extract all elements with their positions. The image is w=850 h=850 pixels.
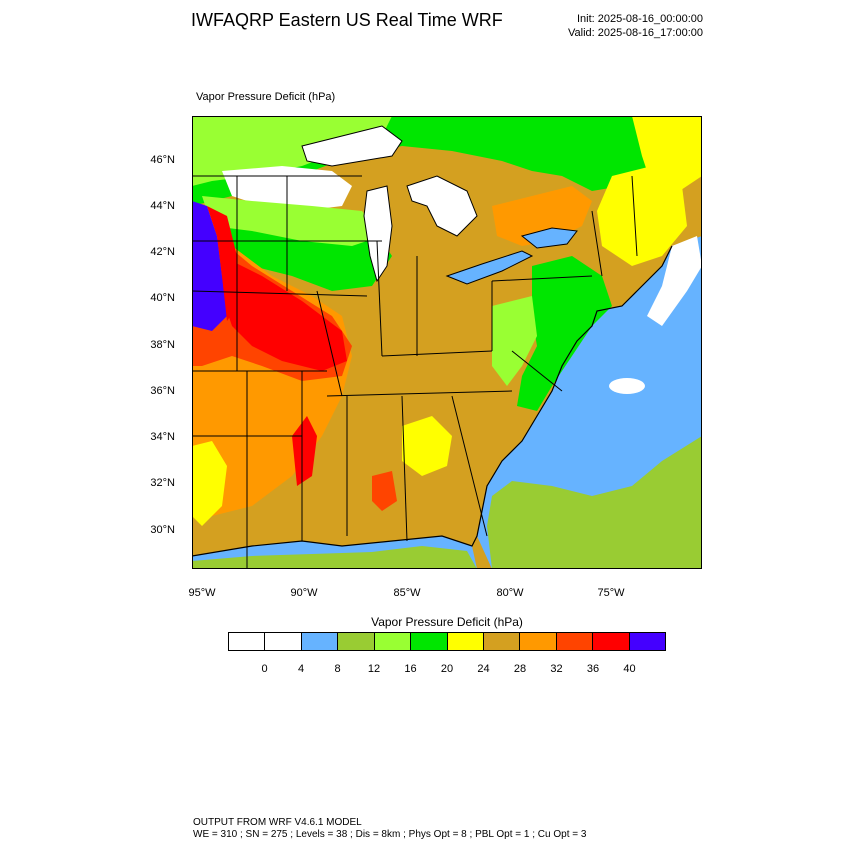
lon-tick-95: 95°W: [188, 587, 216, 599]
colorbar-box-2: [301, 633, 339, 650]
lat-tick-36: 36°N: [150, 385, 175, 397]
init-time: Init: 2025-08-16_00:00:00: [577, 13, 703, 25]
map-border: [192, 116, 702, 569]
footer-config: WE = 310 ; SN = 275 ; Levels = 38 ; Dis …: [193, 829, 587, 840]
colorbar-box-0: [229, 633, 266, 650]
lat-tick-32: 32°N: [150, 477, 175, 489]
south-yellow: [402, 416, 452, 476]
colorbar-box-11: [629, 633, 666, 650]
lake-huron: [406, 175, 478, 237]
colorbar-box-9: [556, 633, 594, 650]
valid-time: Valid: 2025-08-16_17:00:00: [568, 27, 703, 39]
colorbar-box-7: [483, 633, 521, 650]
lat-tick-42: 42°N: [150, 246, 175, 258]
state-boundaries: [192, 175, 638, 569]
lon-tick-80: 80°W: [496, 587, 524, 599]
lat-tick-30: 30°N: [150, 524, 175, 536]
lat-tick-40: 40°N: [150, 292, 175, 304]
lat-tick-38: 38°N: [150, 339, 175, 351]
map-panel: [192, 116, 702, 569]
colorbar-label-5: 20: [440, 663, 454, 675]
purple-patch: [192, 201, 227, 331]
gulf-green: [192, 546, 477, 569]
colorbar-label-10: 40: [623, 663, 636, 675]
plot-title: IWFAQRP Eastern US Real Time WRF: [191, 10, 503, 30]
lake-ontario: [520, 227, 578, 249]
plains-red: [222, 256, 347, 371]
colorbar-label-8: 32: [550, 663, 563, 675]
coastline: [192, 245, 673, 557]
colorbar-label-2: 8: [334, 663, 341, 675]
lon-tick-85: 85°W: [393, 587, 421, 599]
colorbar-box-8: [520, 633, 557, 650]
lon-tick-90: 90°W: [290, 587, 318, 599]
colorbar-label-9: 36: [586, 663, 600, 675]
northeast-yellow: [597, 166, 687, 266]
ms-valley-red: [292, 416, 317, 486]
ocean-shelf-green: [487, 436, 702, 569]
ocean-white-blob: [609, 378, 645, 394]
lake-michigan: [363, 185, 393, 283]
colorbar-box-6: [447, 633, 484, 650]
colorbar: [228, 632, 666, 651]
canada-light-green: [192, 116, 392, 186]
lat-tick-46: 46°N: [150, 154, 175, 166]
colorbar-label-7: 28: [513, 663, 527, 675]
eastern-light-green: [492, 296, 537, 386]
colorbar-box-4: [374, 633, 412, 650]
colorbar-box-3: [338, 633, 375, 650]
lat-tick-34: 34°N: [150, 431, 175, 443]
colorbar-label-4: 16: [404, 663, 417, 675]
south-yellow-2: [192, 441, 227, 526]
colorbar-title: Vapor Pressure Deficit (hPa): [371, 615, 523, 629]
lake-erie: [445, 250, 534, 285]
colorbar-label-0: 0: [261, 663, 268, 675]
colorbar-box-10: [593, 633, 630, 650]
lake-superior: [301, 125, 403, 167]
ocean-white-patch: [647, 236, 702, 326]
field-label: Vapor Pressure Deficit (hPa): [196, 91, 336, 103]
colorbar-box-1: [265, 633, 302, 650]
colorbar-label-6: 24: [477, 663, 490, 675]
colorbar-label-1: 4: [297, 663, 305, 675]
georgia-red: [372, 471, 397, 511]
midwest-light-green: [202, 196, 382, 246]
eastern-green: [517, 256, 612, 411]
colorbar-box-5: [411, 633, 448, 650]
lat-tick-44: 44°N: [150, 200, 175, 212]
lon-tick-75: 75°W: [597, 587, 625, 599]
footer-model: OUTPUT FROM WRF V4.6.1 MODEL: [193, 817, 362, 828]
colorbar-label-3: 12: [367, 663, 381, 675]
